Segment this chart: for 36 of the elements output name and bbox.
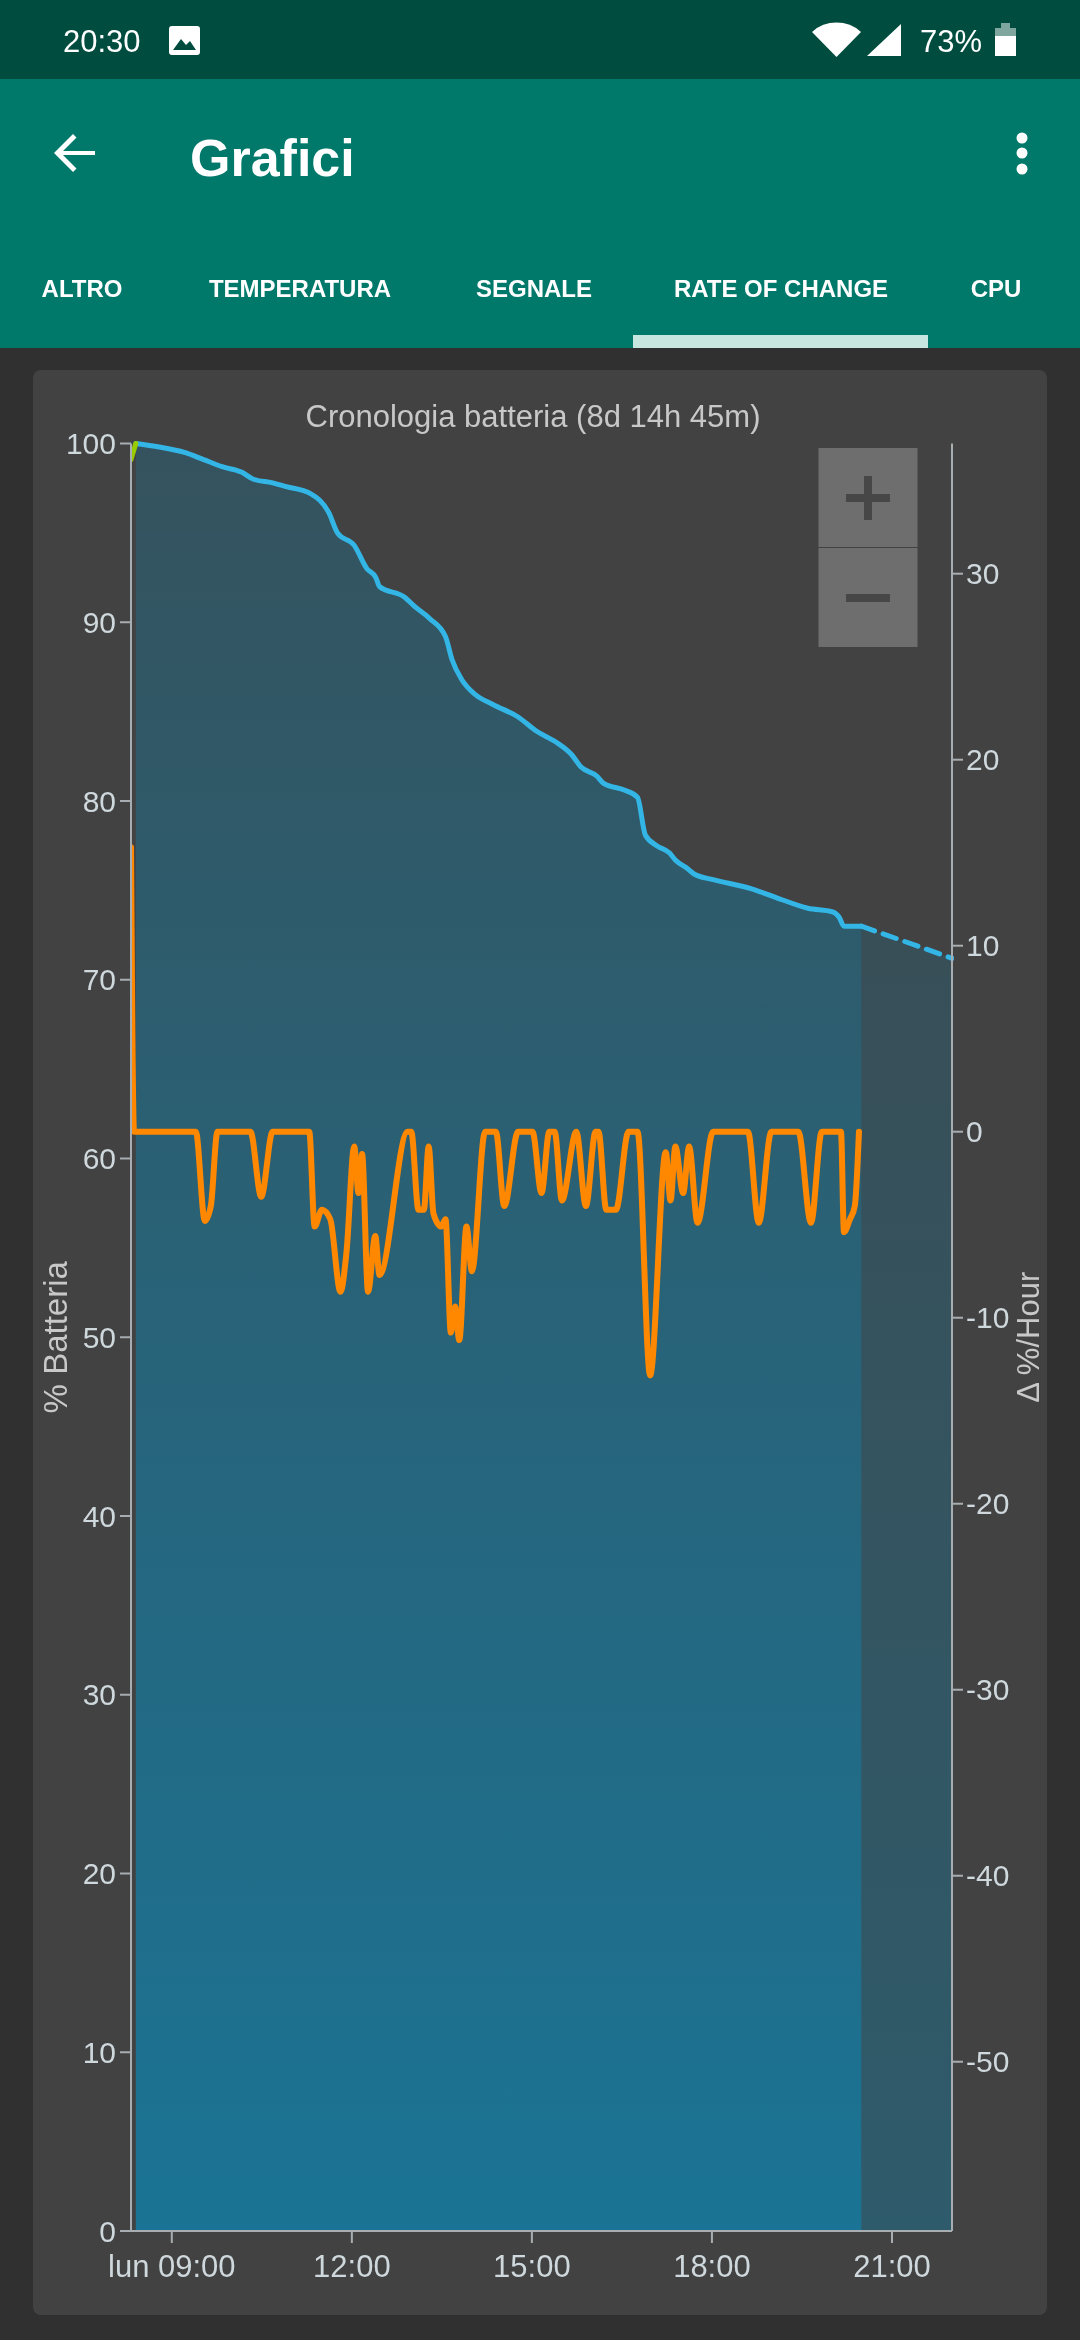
y-tick-label: 100	[65, 427, 116, 460]
y-tick-label: 40	[82, 1499, 116, 1533]
y-tick-label: 30	[82, 1678, 116, 1712]
y2-tick-label: -20	[966, 1487, 1010, 1521]
x-tick-label: 21:00	[853, 2249, 931, 2284]
y-tick-label: 70	[82, 963, 116, 997]
y2-tick-label: -10	[966, 1301, 1010, 1335]
y2-tick-label: 30	[966, 557, 1000, 591]
y-tick-label: 60	[82, 1142, 116, 1175]
text: Grafici	[190, 129, 355, 187]
y2-tick-label: -50	[966, 2045, 1010, 2079]
x-tick-label: 15:00	[493, 2249, 571, 2284]
y-axis-title: % Batteria	[36, 1260, 74, 1414]
x-tick-label: lun 09:00	[108, 2249, 236, 2284]
y-tick-label: 0	[99, 2214, 116, 2248]
y2-axis-title: Δ %/Hour	[1010, 1271, 1046, 1403]
y-tick-label: 80	[82, 784, 116, 818]
y-tick-label: 10	[82, 2035, 116, 2069]
y-tick-label: 20	[82, 1857, 116, 1890]
text: SEGNALE	[475, 275, 593, 302]
text: ALTRO	[41, 275, 123, 302]
y2-tick-label: 20	[966, 743, 1000, 777]
y-tick-label: 50	[82, 1320, 116, 1354]
x-tick-label: 18:00	[673, 2249, 751, 2284]
y2-tick-label: -30	[966, 1673, 1010, 1707]
text: 73%	[919, 24, 982, 59]
text: RATE OF CHANGE	[673, 275, 889, 302]
text: CPU	[970, 275, 1022, 302]
chart-title: Cronologia batteria (8d 14h 45m)	[305, 399, 761, 434]
y2-tick-label: -40	[966, 1859, 1010, 1893]
text: TEMPERATURA	[208, 275, 392, 302]
y-tick-label: 90	[82, 605, 116, 639]
y2-tick-label: 10	[966, 929, 1000, 963]
x-tick-label: 12:00	[313, 2249, 391, 2284]
y2-tick-label: 0	[966, 1115, 983, 1149]
text: 20:30	[63, 24, 141, 59]
